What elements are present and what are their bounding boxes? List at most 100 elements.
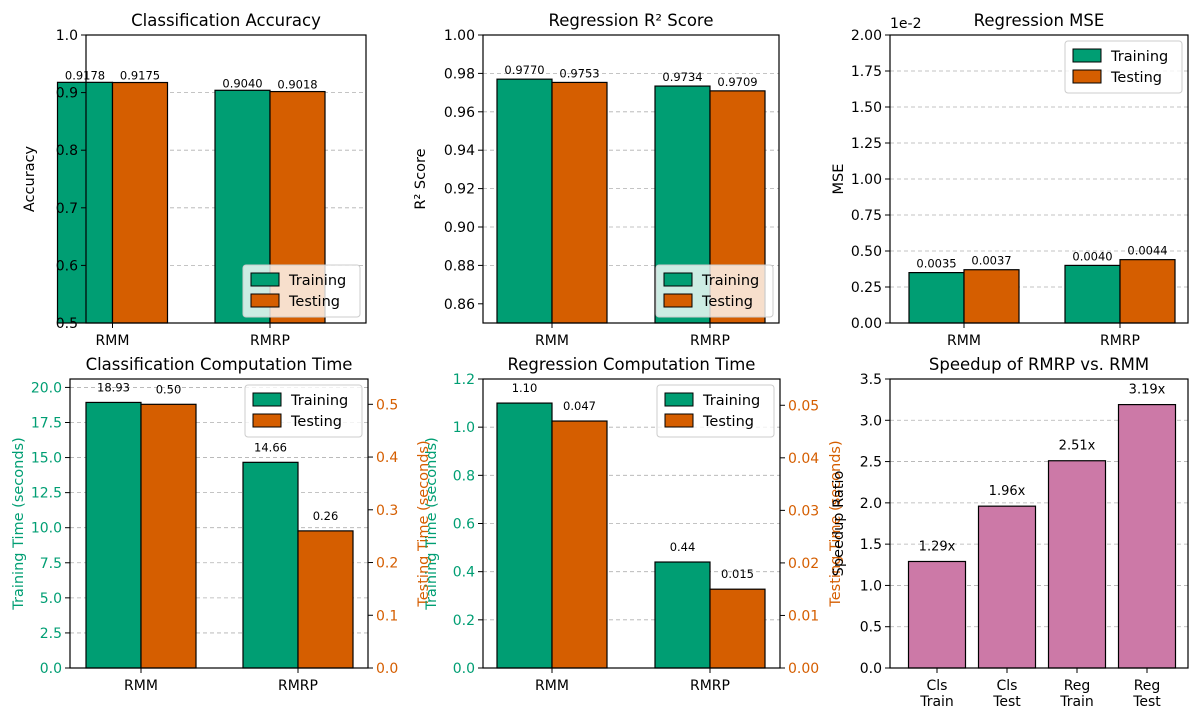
legend-swatch-testing <box>663 293 693 308</box>
bar-training-0 <box>908 272 965 324</box>
y2-tick-label: 0.3 <box>376 503 398 519</box>
legend-label-testing: Testing <box>701 294 753 310</box>
y-axis-label: Training Time (seconds) <box>424 437 440 611</box>
chart-reg-time: 1.10 0.44 0.047 0.015 0.0 0.2 0.4 0.6 0.8 1.0 1.2 0… <box>424 355 844 694</box>
y2-tick-label: 0.02 <box>788 556 819 572</box>
x-tick-label: RMM <box>535 333 569 349</box>
x-tick-label: RMRP <box>250 333 290 349</box>
y-tick-label: 0.8 <box>56 143 78 159</box>
chart-title: Regression Computation Time <box>508 355 756 374</box>
y-tick-label: 1.00 <box>851 172 882 188</box>
legend-swatch-training <box>663 272 693 287</box>
legend: Training Testing <box>242 264 361 318</box>
data-label: 0.26 <box>313 509 339 523</box>
x-tick-label: Reg Train <box>1059 678 1094 710</box>
y-tick-label: 0.9 <box>56 86 78 102</box>
y-tick-label: 0.92 <box>444 182 475 198</box>
x-tick-label: RMM <box>124 678 158 694</box>
data-label: 1.10 <box>512 381 538 395</box>
data-label: 0.9734 <box>662 70 702 84</box>
y-tick-label: 2.00 <box>851 28 882 44</box>
bar-speedup-1 <box>977 505 1037 669</box>
chart-title: Classification Computation Time <box>86 355 353 374</box>
y2-tick-label: 0.00 <box>788 661 819 677</box>
y-tick-label: 0.94 <box>444 143 475 159</box>
y-tick-label: 0.2 <box>453 613 475 629</box>
legend-swatch-testing <box>1072 69 1102 84</box>
y-tick-label: 0.6 <box>56 258 78 274</box>
y-tick-label: 2.5 <box>40 626 62 642</box>
chart-cls-time: 18.93 14.66 0.50 0.26 0.0 2.5 5.0 7.5 10.0 12.5 15… <box>11 355 432 694</box>
data-label: 0.9175 <box>120 69 160 83</box>
legend-label-training: Training <box>702 393 760 409</box>
chart-title: Classification Accuracy <box>131 11 321 30</box>
legend: Training Testing <box>656 384 775 438</box>
legend-label-training: Training <box>290 393 348 409</box>
chart-title: Speedup of RMRP vs. RMM <box>929 355 1149 374</box>
legend-label-training: Training <box>701 273 759 289</box>
bar-speedup-2 <box>1047 460 1107 669</box>
bar-speedup-3 <box>1117 403 1177 669</box>
y-tick-label: 1.00 <box>444 28 475 44</box>
legend-swatch-training <box>252 392 282 407</box>
bar-training-0 <box>85 401 142 669</box>
y2-tick-label: 0.4 <box>376 450 398 466</box>
x-tick-label: RMRP <box>278 678 318 694</box>
y-tick-label: 0.6 <box>453 517 475 533</box>
bar-training-1 <box>1064 264 1121 324</box>
axes-frame <box>482 34 780 324</box>
legend-label-training: Training <box>288 273 346 289</box>
bar-training-0 <box>496 78 553 324</box>
legend-swatch-testing <box>250 293 280 308</box>
legend-label-testing: Testing <box>702 414 754 430</box>
y-tick-label: 2.0 <box>860 496 882 512</box>
bar-testing-0 <box>963 269 1020 324</box>
data-label: 0.9770 <box>504 63 544 77</box>
data-label: 0.0044 <box>1127 244 1167 258</box>
y-tick-label: 1.0 <box>860 578 882 594</box>
y-tick-label: 0.8 <box>453 468 475 484</box>
data-label: 0.50 <box>156 382 182 396</box>
y-tick-label: 0.00 <box>851 316 882 332</box>
y2-tick-label: 0.04 <box>788 451 819 467</box>
data-label: 0.047 <box>563 399 596 413</box>
y-tick-label: 0.0 <box>40 661 62 677</box>
y-tick-label: 0.5 <box>860 620 882 636</box>
bar-training-1 <box>654 561 711 669</box>
y2-tick-label: 0.1 <box>376 608 398 624</box>
legend-swatch-testing <box>664 413 694 428</box>
y-axis-label: Speedup Ratio <box>831 471 847 577</box>
y-tick-label: 1.75 <box>851 64 882 80</box>
axis-offset-label: 1e-2 <box>890 16 921 32</box>
data-label: 2.51x <box>1059 439 1096 454</box>
y2-tick-label: 0.2 <box>376 556 398 572</box>
axes-frame <box>889 378 1189 669</box>
legend-swatch-training <box>1072 48 1102 63</box>
data-label: 18.93 <box>97 380 130 394</box>
y-tick-label: 3.5 <box>860 372 882 388</box>
y2-tick-label: 0.01 <box>788 608 819 624</box>
y2-axis-label: Testing Time (seconds) <box>416 440 432 607</box>
y-tick-label: 0.25 <box>851 280 882 296</box>
y-tick-label: 10.0 <box>31 521 62 537</box>
data-label: 0.0035 <box>916 257 956 271</box>
bar-testing-0 <box>551 81 608 324</box>
y-tick-label: 0.86 <box>444 297 475 313</box>
chart-speedup: 1.29x 1.96x 2.51x 3.19x 0.0 0.5 1.0 1.5 2.0 2.5 3.… <box>831 355 1189 710</box>
chart-title: Regression R² Score <box>548 11 713 30</box>
y2-tick-label: 0.5 <box>376 397 398 413</box>
x-tick-label: Cls Test <box>992 678 1021 710</box>
y-tick-label: 0.50 <box>851 244 882 260</box>
axes-frame <box>85 34 367 324</box>
legend-swatch-training <box>250 272 280 287</box>
bar-training-0 <box>496 402 553 669</box>
bar-speedup-0 <box>907 560 967 669</box>
x-tick-label: RMRP <box>690 333 730 349</box>
y-tick-label: 0.98 <box>444 66 475 82</box>
data-label: 14.66 <box>254 440 287 454</box>
x-tick-label: RMRP <box>1100 333 1140 349</box>
data-label: 0.015 <box>721 567 754 581</box>
y-tick-label: 2.5 <box>860 455 882 471</box>
data-label: 0.44 <box>670 540 696 554</box>
bar-testing-1 <box>297 530 354 669</box>
